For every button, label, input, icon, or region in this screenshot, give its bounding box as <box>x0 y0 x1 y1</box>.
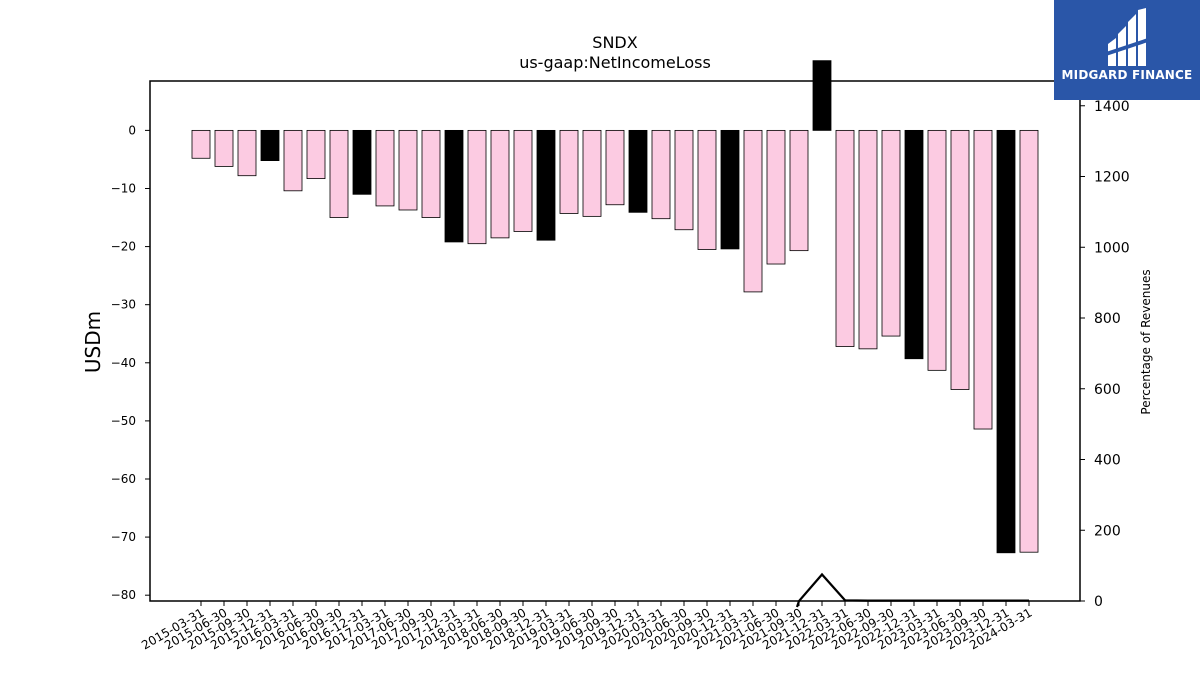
bar-2017-06-30 <box>398 129 418 211</box>
bar-2016-03-31 <box>283 129 303 192</box>
bar-2015-06-30 <box>214 129 234 167</box>
y2-tick-label: 400 <box>1094 453 1121 469</box>
bar-2018-09-30 <box>513 129 533 232</box>
bar-2021-09-30 <box>789 129 809 252</box>
bar-2022-03-31 <box>835 129 855 347</box>
bar-2021-03-31 <box>743 129 763 293</box>
y-tick-label: −10 <box>111 181 136 195</box>
y-tick-label: −60 <box>111 472 136 486</box>
y-ticks: 0 −10 −20 −30 −40 −50 −60 −70 −80 <box>111 123 150 602</box>
y2-tick-label: 200 <box>1094 523 1121 539</box>
bar-2023-09-30 <box>973 129 993 430</box>
bar-2020-09-30 <box>697 129 717 250</box>
percentage-of-revenues-line <box>795 572 1029 608</box>
plot-frame <box>149 80 1081 602</box>
bar-2022-09-30 <box>881 129 901 337</box>
y-tick-label: 0 <box>128 123 136 137</box>
bar-2023-12-31 <box>996 129 1016 554</box>
bar-2015-03-31 <box>191 129 211 159</box>
midgard-mark-icon <box>1106 8 1148 66</box>
chart-title: SNDX <box>592 33 637 52</box>
bar-2018-12-31 <box>536 129 556 241</box>
bar-2021-12-31 <box>812 60 832 131</box>
line-layer <box>795 572 1029 608</box>
bars <box>191 60 1039 554</box>
bar-2020-06-30 <box>674 129 694 231</box>
y2-tick-label: 1200 <box>1094 170 1130 186</box>
y2-ticks: 0 200 400 600 800 1000 1200 1400 <box>1080 99 1130 610</box>
y-tick-label: −50 <box>111 414 136 428</box>
bar-2018-06-30 <box>490 129 510 239</box>
bar-2019-12-31 <box>628 129 648 213</box>
y2-tick-label: 0 <box>1094 594 1103 610</box>
bar-2023-03-31 <box>927 129 947 371</box>
bar-2022-06-30 <box>858 129 878 350</box>
y-tick-label: −30 <box>111 298 136 312</box>
bar-2019-06-30 <box>582 129 602 217</box>
bar-2015-09-30 <box>237 129 257 177</box>
bar-2018-03-31 <box>467 129 487 245</box>
y-axis-label: USDm <box>81 311 105 373</box>
bar-2017-12-31 <box>444 129 464 243</box>
y-tick-label: −20 <box>111 240 136 254</box>
y-tick-label: −40 <box>111 356 136 370</box>
bar-2019-09-30 <box>605 129 625 206</box>
chart-subtitle: us-gaap:NetIncomeLoss <box>519 53 711 72</box>
bar-2024-03-31 <box>1019 129 1039 553</box>
logo: MIDGARD FINANCE <box>1054 0 1200 100</box>
y2-tick-label: 1000 <box>1094 240 1130 256</box>
bar-2017-03-31 <box>375 129 395 207</box>
bar-2016-06-30 <box>306 129 326 180</box>
bar-2019-03-31 <box>559 129 579 214</box>
bar-2020-12-31 <box>720 129 740 250</box>
y2-tick-label: 800 <box>1094 311 1121 327</box>
bar-2016-09-30 <box>329 129 349 218</box>
bar-2021-06-30 <box>766 129 786 265</box>
bar-2023-06-30 <box>950 129 970 390</box>
bar-2020-03-31 <box>651 129 671 220</box>
y2-axis-label: Percentage of Revenues <box>1139 269 1153 414</box>
logo-text: MIDGARD FINANCE <box>1061 68 1193 82</box>
bar-2017-09-30 <box>421 129 441 218</box>
y2-tick-label: 600 <box>1094 382 1121 398</box>
x-ticks: 2015-03-312015-06-302015-09-302015-12-31… <box>139 601 1035 652</box>
bar-2015-12-31 <box>260 129 280 161</box>
y-tick-label: −70 <box>111 530 136 544</box>
bar-2016-12-31 <box>352 129 372 195</box>
y-tick-label: −80 <box>111 588 136 602</box>
bar-2022-12-31 <box>904 129 924 360</box>
y2-tick-label: 1400 <box>1094 99 1130 115</box>
